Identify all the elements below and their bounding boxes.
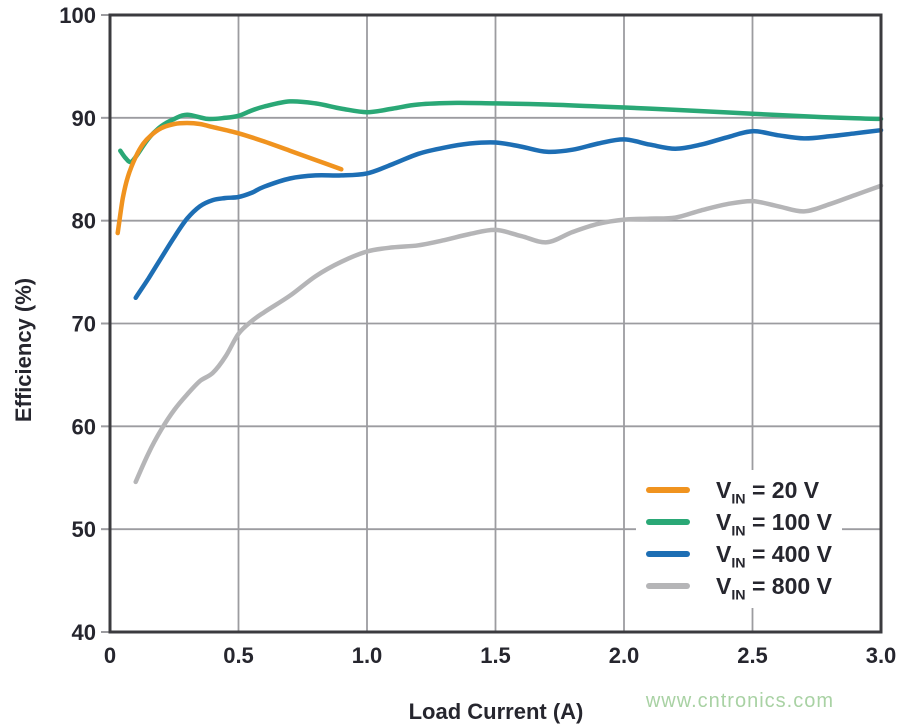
legend-swatch: [646, 519, 690, 525]
plot-frame: [108, 13, 883, 634]
x-axis-title: Load Current (A): [408, 699, 584, 724]
legend-label: VIN = 20 V: [716, 476, 820, 508]
y-axis-title: Efficiency (%): [11, 277, 36, 423]
y-tick-label: 70: [72, 312, 96, 337]
legend-swatch: [646, 551, 690, 557]
legend: VIN = 20 V VIN = 100 V VIN = 400 V VIN = 80…: [636, 470, 842, 608]
x-tick-label: 0.5: [223, 643, 254, 668]
y-tick-label: 100: [59, 3, 96, 28]
x-tick-label: 3.0: [866, 643, 897, 668]
x-tick-label: 2.0: [609, 643, 640, 668]
legend-label: VIN = 800 V: [716, 572, 832, 604]
y-tick-label: 80: [72, 209, 96, 234]
watermark: www.cntronics.com: [645, 690, 834, 712]
series-line-20v: [115, 120, 344, 236]
x-tick-label: 1.5: [480, 643, 511, 668]
y-tick-label: 50: [72, 517, 96, 542]
legend-item: VIN = 400 V: [646, 538, 832, 570]
legend-item: VIN = 20 V: [646, 474, 832, 506]
series-line-400v: [133, 127, 884, 301]
legend-swatch: [646, 583, 690, 589]
legend-swatch: [646, 487, 690, 493]
x-tick-label: 2.5: [737, 643, 768, 668]
y-tick-label: 60: [72, 414, 96, 439]
legend-label: VIN = 400 V: [716, 540, 832, 572]
legend-label: VIN = 100 V: [716, 508, 832, 540]
legend-item: VIN = 100 V: [646, 506, 832, 538]
x-tick-label: 0: [104, 643, 116, 668]
x-tick-label: 1.0: [352, 643, 383, 668]
y-tick-label: 90: [72, 106, 96, 131]
legend-item: VIN = 800 V: [646, 570, 832, 602]
y-tick-label: 40: [72, 620, 96, 645]
series-line-800v: [133, 183, 884, 485]
